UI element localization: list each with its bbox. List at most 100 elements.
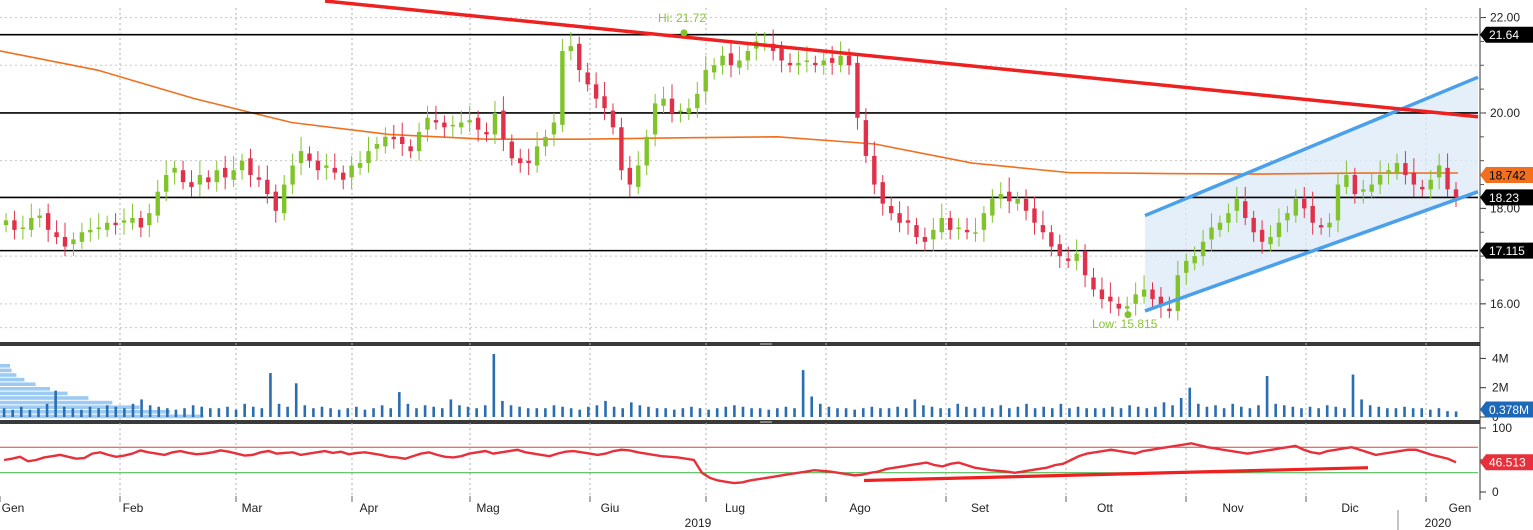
candle-body <box>1057 244 1062 257</box>
ma-value-label-box <box>1480 166 1533 183</box>
candle-body <box>265 179 270 195</box>
candle-body <box>442 122 447 128</box>
rsi-tick-label: 0 <box>1492 485 1499 499</box>
candle-body <box>1453 189 1459 198</box>
candle-body <box>1302 198 1307 209</box>
candle-body <box>121 220 127 223</box>
volume-bar <box>1214 405 1217 417</box>
volume-bar <box>982 406 985 417</box>
last-close-label-box <box>1480 189 1533 206</box>
volume-bar <box>209 408 212 417</box>
volume-bar <box>655 408 659 417</box>
volume-bar <box>166 408 169 417</box>
candle-body <box>492 112 498 135</box>
volume-bar <box>1154 406 1157 417</box>
volume-bar <box>1042 406 1045 417</box>
price-panel: Hi: 21.72 Low: 15.815 <box>0 0 1479 331</box>
candle-body <box>501 110 506 140</box>
volume-bar <box>1325 405 1329 417</box>
volume-bar <box>827 406 831 417</box>
candle-body <box>1445 167 1450 190</box>
volume-bar <box>793 408 796 417</box>
month-label: Feb <box>123 501 144 515</box>
volume-bar <box>1274 403 1277 417</box>
volume-bar <box>1360 399 1363 417</box>
moving-average-line <box>0 50 1459 175</box>
volume-bar <box>819 403 822 417</box>
month-label: Gen <box>1449 501 1472 515</box>
volume-bar <box>535 408 539 417</box>
volume-profile-bar <box>0 391 68 396</box>
channel-lower-line <box>1144 190 1479 313</box>
candle-body <box>88 229 93 233</box>
volume-bar <box>836 408 839 417</box>
candle-body <box>163 175 169 192</box>
volume-bar <box>191 405 195 417</box>
volume-bar <box>492 354 496 417</box>
volume-bar <box>1420 408 1424 417</box>
candle-body <box>1352 175 1358 195</box>
volume-bar <box>320 406 324 417</box>
volume-bar <box>1248 408 1252 417</box>
volume-bar <box>1025 403 1028 417</box>
candle-body <box>290 165 295 185</box>
volume-bar <box>337 409 341 417</box>
volume-bar <box>612 406 616 417</box>
candle-body <box>1285 213 1290 221</box>
candle-body <box>54 232 59 238</box>
candle-body <box>222 167 228 178</box>
candle-body <box>644 136 649 166</box>
candle-body <box>383 136 388 147</box>
candle-body <box>745 50 751 61</box>
volume-bar <box>509 405 513 417</box>
candle-body <box>1209 227 1214 240</box>
volume-bar <box>707 409 710 417</box>
volume-bar <box>758 408 762 417</box>
volume-bar <box>930 406 934 417</box>
volume-profile-bar <box>0 405 140 409</box>
candle-body <box>1192 256 1197 264</box>
volume-bar <box>879 408 882 417</box>
candle-body <box>1200 241 1206 257</box>
candle-body <box>804 60 810 62</box>
rsi-tick-label: 100 <box>1492 421 1512 435</box>
volume-bar <box>947 408 951 417</box>
candle-body <box>1276 222 1282 238</box>
volume-bar <box>956 403 960 417</box>
candle-body <box>113 222 118 226</box>
volume-bar <box>37 408 40 417</box>
volume-bar <box>346 408 350 417</box>
volume-bar <box>853 409 856 417</box>
volume-bar <box>904 408 908 417</box>
candle-body <box>1310 206 1315 223</box>
candle-body <box>1175 275 1181 311</box>
candle-body <box>79 232 85 242</box>
candle-body <box>189 182 194 187</box>
candle-body <box>813 62 818 66</box>
month-label: Mag <box>476 501 499 515</box>
volume-bar <box>1437 408 1441 417</box>
volume-bar <box>1386 408 1389 417</box>
candle-body <box>1268 237 1273 245</box>
candle-body <box>1428 179 1433 190</box>
volume-bar <box>294 383 298 417</box>
month-label: Set <box>971 501 990 515</box>
volume-bar <box>389 408 393 417</box>
candle-body <box>1403 163 1408 175</box>
volume-bar <box>466 406 470 417</box>
volume-bar <box>1016 406 1020 417</box>
volume-bar <box>1377 406 1381 417</box>
volume-bar <box>561 406 564 417</box>
candle-body <box>543 136 548 147</box>
volume-bar <box>801 370 805 417</box>
volume-bar <box>372 408 375 417</box>
volume-bar <box>1265 375 1269 417</box>
volume-bar <box>406 403 410 417</box>
candle-body <box>1032 208 1037 223</box>
volume-bar <box>131 403 135 417</box>
volume-bar <box>440 408 444 417</box>
panel-separator-price <box>0 342 1480 346</box>
volume-bar <box>1282 405 1286 417</box>
volume-bar <box>913 399 917 417</box>
volume-bar <box>1076 406 1080 417</box>
